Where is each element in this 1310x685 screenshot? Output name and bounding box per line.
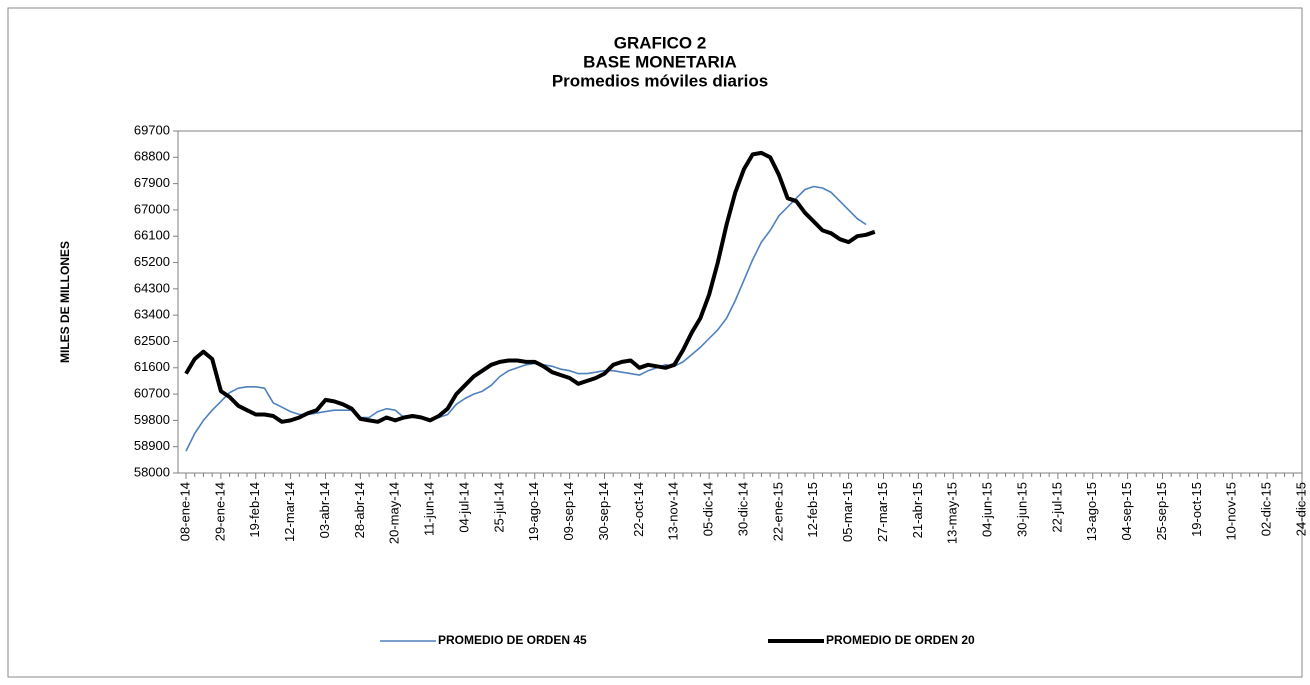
y-tick-label: 58000 xyxy=(134,464,170,479)
x-tick-label: 05-mar-15 xyxy=(840,482,855,542)
x-tick-label: 22-oct-14 xyxy=(631,482,646,537)
x-tick-label: 03-abr-14 xyxy=(317,482,332,538)
x-tick-label: 22-jul-15 xyxy=(1049,482,1064,533)
x-tick-label: 25-jul-14 xyxy=(491,482,506,533)
plot-area xyxy=(177,130,1303,474)
y-tick-label: 67900 xyxy=(134,175,170,190)
x-tick-label: 20-may-14 xyxy=(387,482,402,544)
x-tick-label: 02-dic-15 xyxy=(1259,482,1274,536)
x-tick-label: 21-abr-15 xyxy=(910,482,925,538)
x-tick-label: 13-ago-15 xyxy=(1084,482,1099,541)
y-tick-label: 60700 xyxy=(134,386,170,401)
y-tick-label: 63400 xyxy=(134,307,170,322)
x-tick-label: 13-nov-14 xyxy=(666,482,681,541)
x-tick-label: 30-dic-14 xyxy=(735,482,750,536)
x-tick-label: 19-ago-14 xyxy=(526,482,541,541)
series-line xyxy=(184,150,876,424)
x-tick-label: 13-may-15 xyxy=(945,482,960,544)
y-tick-label: 61600 xyxy=(134,359,170,374)
y-tick-label: 58900 xyxy=(134,438,170,453)
x-tick-label: 22-ene-15 xyxy=(770,482,785,541)
x-tick-label: 25-sep-15 xyxy=(1154,482,1169,541)
x-tick-label: 04-jun-15 xyxy=(980,482,995,537)
y-tick-label: 64300 xyxy=(134,280,170,295)
series-line xyxy=(185,185,867,452)
y-tick-label: 68800 xyxy=(134,149,170,164)
x-tick-label: 12-feb-15 xyxy=(805,482,820,538)
y-tick-label: 67000 xyxy=(134,201,170,216)
x-tick-label: 27-mar-15 xyxy=(875,482,890,542)
x-tick-label: 04-sep-15 xyxy=(1119,482,1134,541)
x-tick-label: 19-feb-14 xyxy=(247,482,262,538)
x-tick-label: 30-sep-14 xyxy=(596,482,611,541)
x-tick-label: 29-ene-14 xyxy=(212,482,227,541)
chart-title: BASE MONETARIA xyxy=(583,52,737,71)
x-tick-label: 08-ene-14 xyxy=(177,482,192,541)
y-axis-label: MILES DE MILLONES xyxy=(58,241,72,363)
y-tick-label: 66100 xyxy=(134,228,170,243)
y-tick-label: 69700 xyxy=(134,122,170,137)
legend-label: PROMEDIO DE ORDEN 45 xyxy=(438,633,587,647)
y-tick-label: 62500 xyxy=(134,333,170,348)
y-tick-label: 59800 xyxy=(134,412,170,427)
x-tick-label: 28-abr-14 xyxy=(352,482,367,538)
x-tick-label: 11-jun-14 xyxy=(422,482,437,536)
y-tick-label: 65200 xyxy=(134,254,170,269)
chart-title: Promedios móviles diarios xyxy=(552,71,768,90)
legend-label: PROMEDIO DE ORDEN 20 xyxy=(826,633,975,647)
chart-frame xyxy=(7,7,1303,678)
x-tick-label: 10-nov-15 xyxy=(1224,482,1239,541)
chart-title: GRAFICO 2 xyxy=(614,33,707,52)
x-tick-label: 09-sep-14 xyxy=(561,482,576,541)
x-tick-label: 04-jul-14 xyxy=(456,482,471,533)
x-tick-label: 12-mar-14 xyxy=(282,482,297,542)
x-tick-label: 05-dic-14 xyxy=(701,482,716,536)
x-tick-label: 24-dic-15 xyxy=(1293,482,1308,536)
x-tick-label: 30-jun-15 xyxy=(1014,482,1029,537)
x-tick-label: 19-oct-15 xyxy=(1189,482,1204,537)
